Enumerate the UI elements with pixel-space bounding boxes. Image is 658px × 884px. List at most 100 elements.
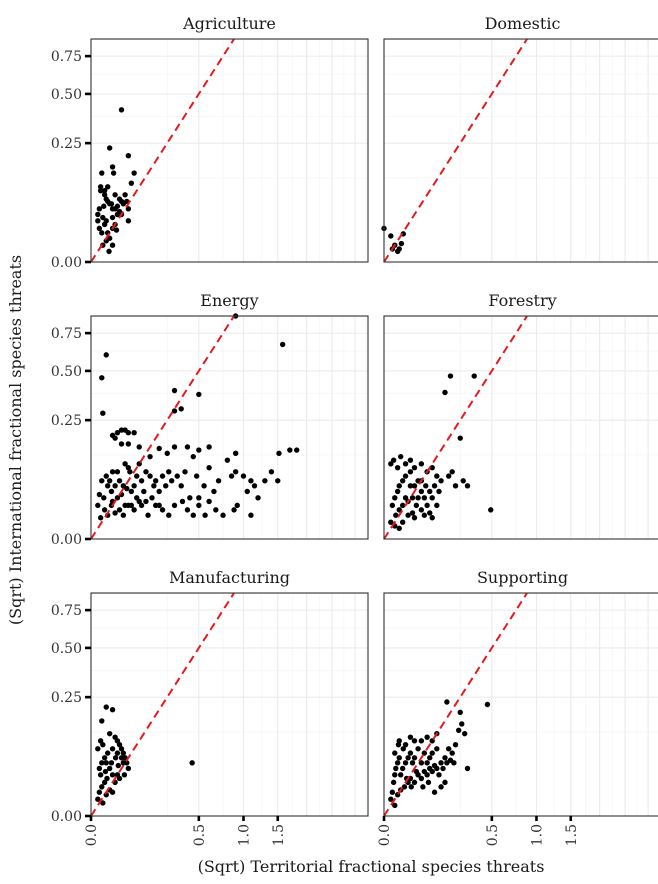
data-point	[184, 444, 191, 450]
data-point	[201, 483, 207, 489]
identity-reference-line	[383, 38, 528, 263]
y-tick-label: 0.25	[51, 413, 82, 429]
data-point	[464, 765, 471, 772]
data-point	[457, 435, 463, 441]
data-point	[99, 375, 105, 381]
data-point	[234, 502, 240, 509]
data-point	[101, 507, 108, 513]
y-tick-label: 0.25	[51, 690, 82, 706]
data-point	[100, 741, 106, 748]
data-point	[400, 746, 406, 752]
data-point	[131, 483, 137, 489]
data-point	[407, 483, 414, 489]
data-point	[460, 478, 466, 484]
data-point	[196, 447, 202, 453]
data-point	[105, 750, 111, 756]
data-point	[127, 469, 133, 475]
data-point	[145, 512, 151, 518]
data-point	[392, 750, 398, 756]
panel-border	[90, 592, 369, 817]
data-point	[104, 775, 110, 782]
data-point	[459, 721, 465, 727]
data-point	[425, 779, 432, 786]
data-point	[452, 483, 459, 489]
data-point	[424, 760, 430, 766]
data-point	[390, 457, 397, 463]
data-point	[407, 750, 414, 756]
data-point	[128, 502, 135, 509]
data-point	[275, 478, 281, 484]
data-point	[113, 227, 120, 233]
data-point	[396, 525, 402, 532]
data-point	[131, 507, 137, 513]
data-point	[388, 233, 394, 239]
data-point	[95, 796, 101, 802]
data-point	[388, 796, 394, 802]
data-point	[178, 406, 184, 412]
data-point	[101, 187, 108, 194]
panel-title: Forestry	[488, 291, 556, 310]
y-tick-label: 0.75	[51, 603, 82, 619]
data-point	[394, 488, 401, 495]
data-point	[445, 746, 452, 752]
data-point	[103, 473, 109, 479]
data-point	[418, 461, 425, 467]
data-point	[152, 478, 159, 484]
data-point	[116, 478, 123, 484]
panel-border	[90, 38, 369, 263]
identity-reference-line	[90, 38, 235, 263]
data-point	[279, 341, 286, 348]
data-point	[112, 510, 118, 516]
data-point	[488, 507, 494, 513]
data-point	[163, 483, 169, 489]
data-point	[427, 510, 433, 516]
data-point	[122, 502, 128, 509]
data-point	[109, 214, 116, 221]
data-point	[182, 469, 188, 475]
data-point	[399, 502, 406, 509]
data-point	[115, 762, 121, 769]
data-point	[114, 495, 121, 501]
data-point	[464, 483, 471, 489]
panel-domestic: Domestic	[381, 14, 658, 263]
data-point	[159, 473, 166, 479]
data-point	[112, 755, 119, 761]
data-point	[220, 512, 226, 518]
data-point	[423, 483, 429, 489]
data-point	[101, 221, 108, 228]
data-point	[164, 450, 170, 456]
data-point	[224, 457, 231, 463]
data-point	[399, 478, 406, 484]
x-tick-label: 1.5	[271, 824, 287, 846]
data-point	[156, 488, 162, 495]
data-point	[143, 469, 149, 475]
data-point	[202, 512, 208, 518]
facet-panels: Agriculture 0.00 0.25 0.50 0.75 Domestic Energ…	[51, 14, 658, 846]
data-point	[401, 784, 408, 790]
y-tick-label: 0.50	[51, 87, 82, 103]
data-point	[415, 746, 421, 752]
data-point	[418, 738, 425, 744]
data-point	[211, 488, 217, 495]
panel-title: Manufacturing	[169, 568, 290, 587]
data-point	[409, 510, 416, 516]
data-point	[97, 515, 104, 521]
data-point	[118, 746, 125, 752]
data-point	[99, 230, 105, 236]
data-point	[196, 502, 202, 509]
data-point	[106, 248, 112, 255]
data-point	[409, 495, 416, 501]
data-point	[193, 473, 200, 479]
data-point	[471, 373, 477, 379]
data-point	[101, 755, 108, 761]
data-point	[251, 483, 258, 489]
data-point	[449, 750, 455, 756]
panel-manufacturing: Manufacturing 0.00 0.25 0.50 0.75 0.0 0.5 1.0 1.…	[51, 568, 369, 846]
data-point	[392, 772, 398, 778]
data-point	[100, 214, 106, 221]
data-point	[184, 507, 191, 513]
panel-border	[90, 315, 369, 540]
data-point	[96, 789, 103, 795]
data-point	[125, 765, 132, 772]
data-point	[434, 746, 440, 752]
